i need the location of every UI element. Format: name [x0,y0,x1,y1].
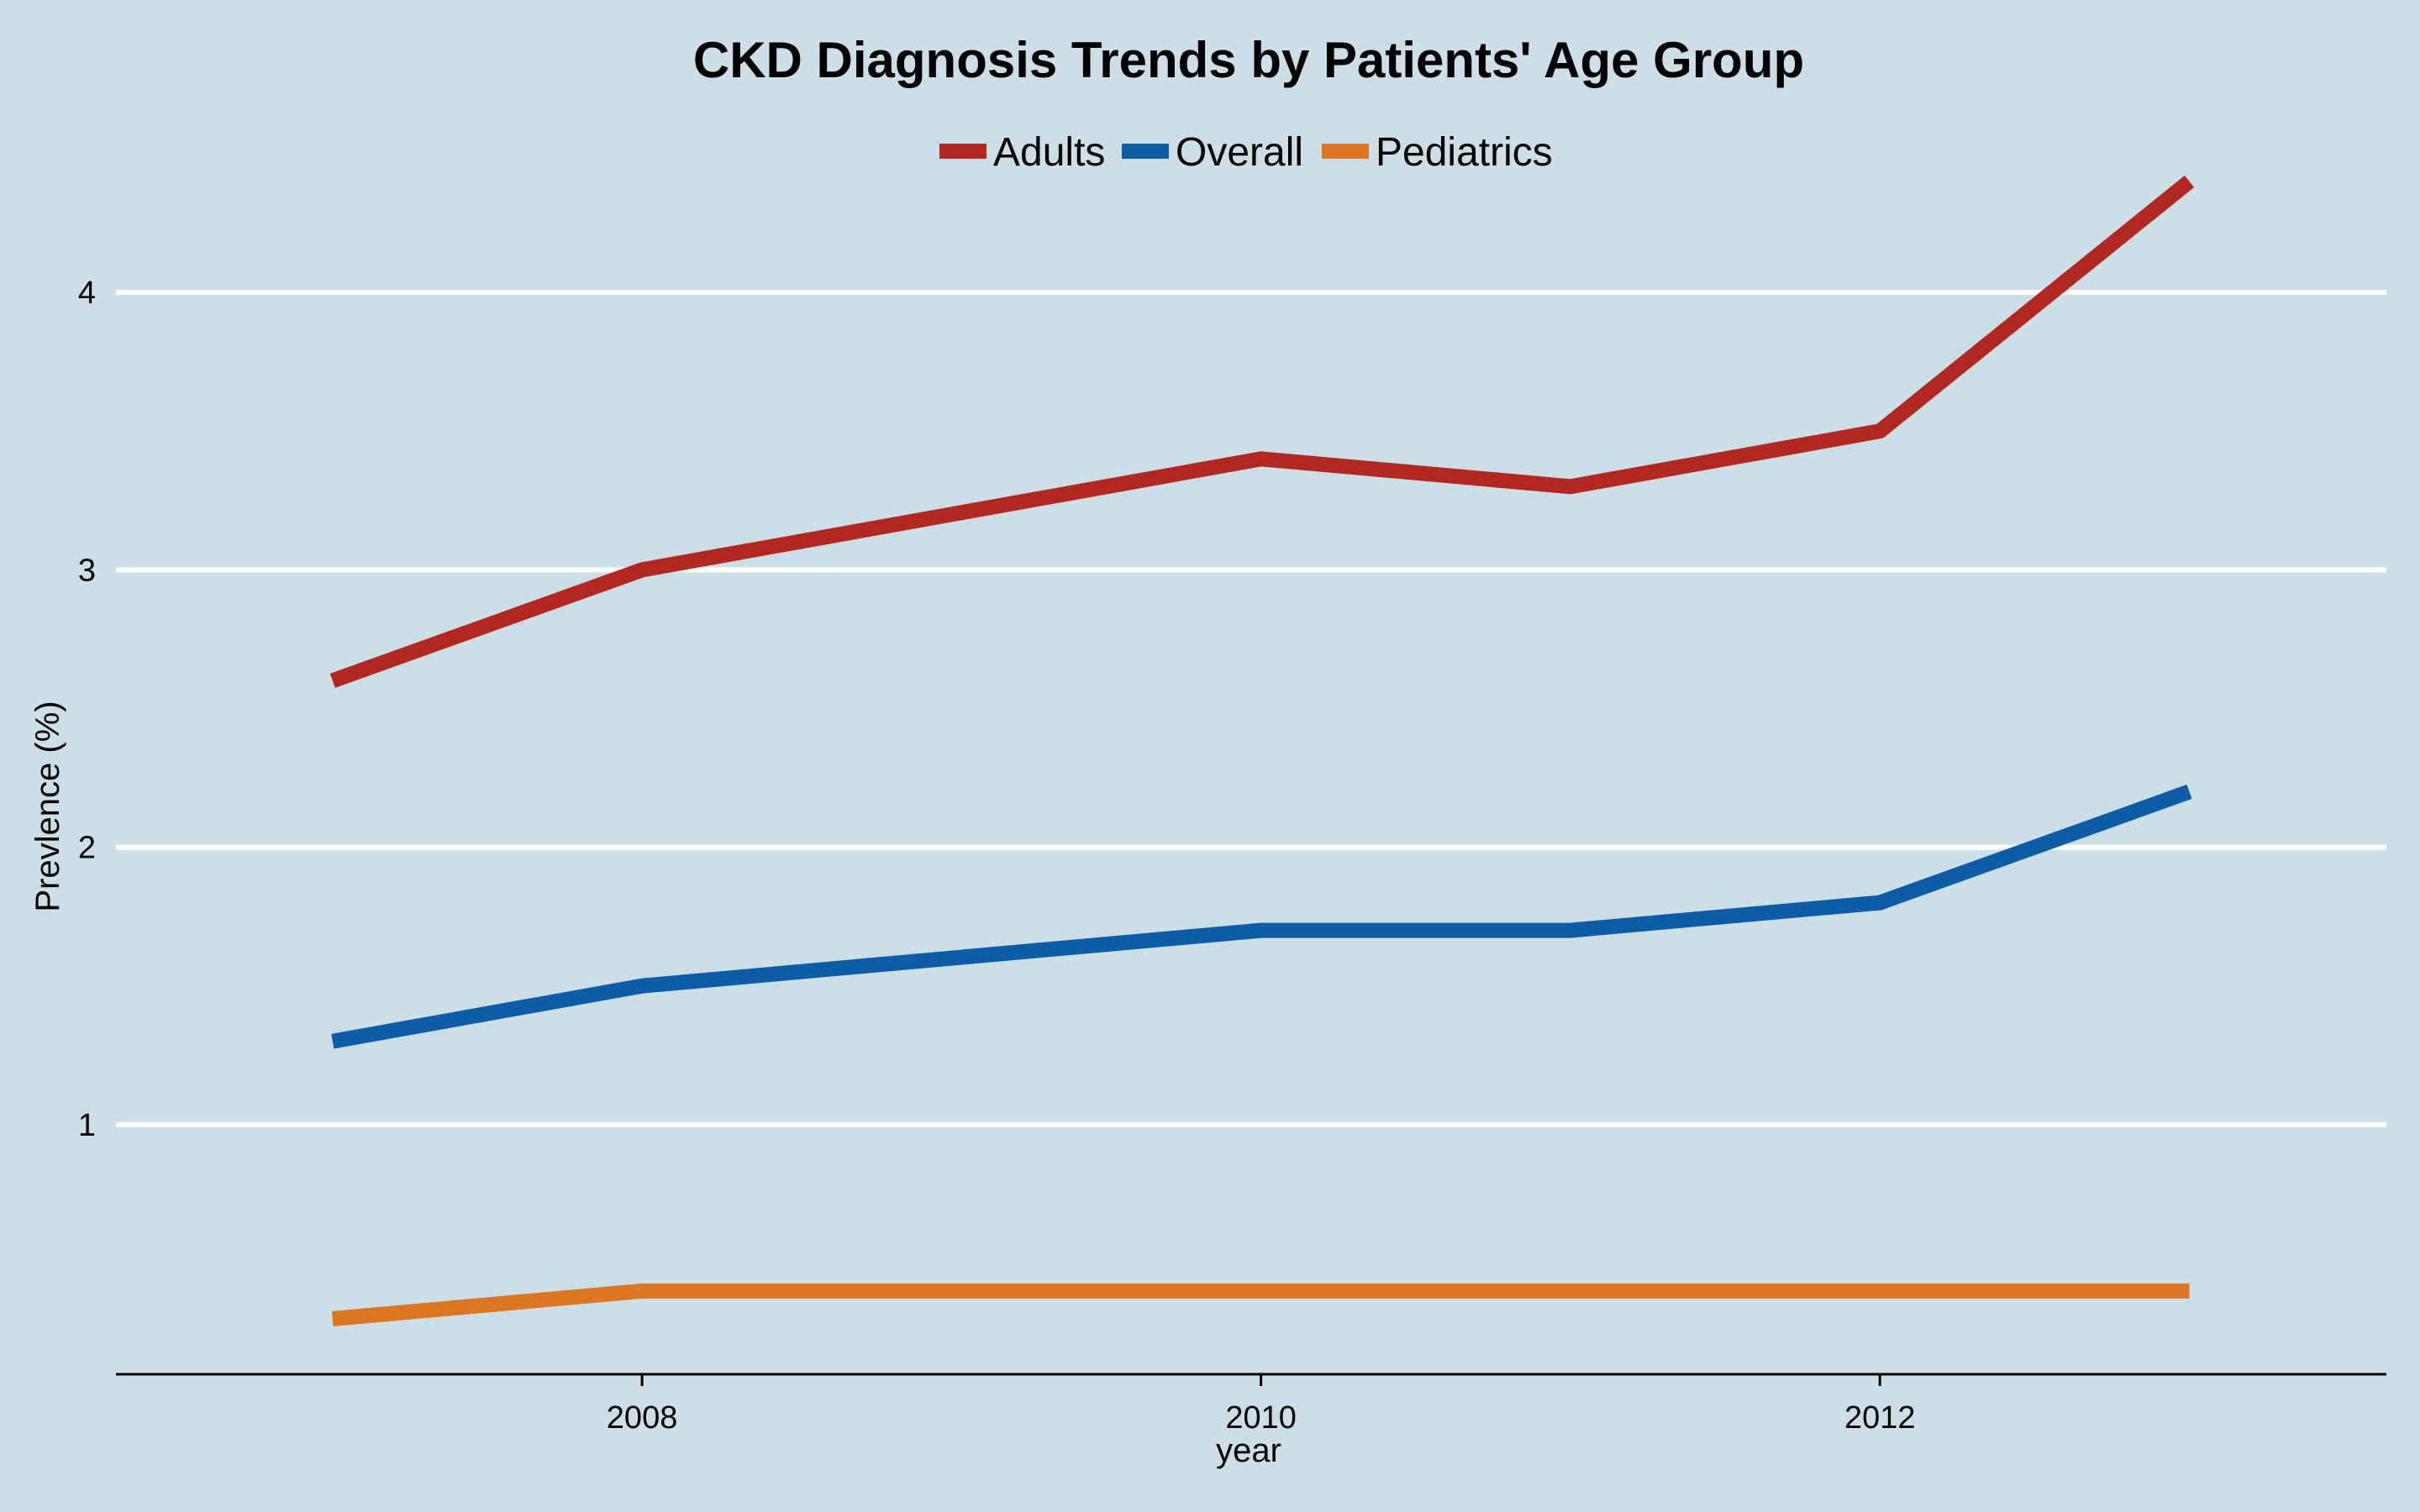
x-tick-label-2010: 2010 [1225,1400,1297,1436]
chart-title: CKD Diagnosis Trends by Patients' Age Gr… [693,32,1804,88]
series-lines [329,175,2195,1326]
gridlines [116,290,2386,1127]
y-tick-label-2: 2 [78,831,96,866]
x-axis-label: year [1216,1432,1281,1469]
legend-label-pediatrics: Pediatrics [1376,130,1553,175]
x-tick-label-2008: 2008 [607,1400,678,1436]
y-axis: 1 2 3 4 [78,276,96,1143]
legend-label-overall: Overall [1176,130,1303,175]
series-line-adults [329,175,2195,688]
series-line-overall [331,785,2192,1049]
y-tick-label-1: 1 [78,1108,96,1143]
x-tick-label-2012: 2012 [1844,1400,1916,1436]
y-axis-label: Prevlence (%) [29,701,66,911]
y-tick-label-4: 4 [78,276,96,311]
y-tick-label-3: 3 [78,553,96,588]
legend-label-adults: Adults [993,130,1105,175]
series-line-pediatrics [331,1283,2190,1326]
x-axis: 2008 2010 2012 [116,1373,2386,1436]
legend: Adults Overall Pediatrics [939,130,1553,175]
